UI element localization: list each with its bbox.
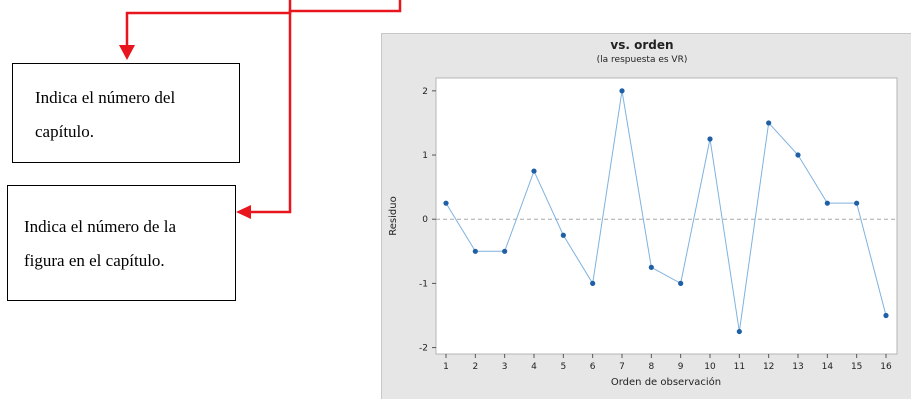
- plot-area: [435, 77, 898, 355]
- arrow-to-chapter-box: [125, 0, 292, 46]
- data-point: [560, 232, 566, 238]
- chapter-callout-text: Indica el número del capítulo.: [35, 88, 176, 141]
- data-point: [883, 312, 889, 319]
- chapter-number-callout: Indica el número del capítulo.: [12, 63, 240, 163]
- chart-title: vs. orden: [610, 38, 673, 52]
- x-tick-label: 7: [619, 362, 625, 372]
- data-point: [854, 200, 860, 206]
- arrow-to-figure-box: [250, 0, 402, 214]
- y-tick-label: 0: [422, 215, 428, 225]
- data-point: [590, 280, 596, 286]
- residual-series-line: [445, 90, 887, 332]
- data-point: [619, 88, 625, 94]
- x-tick-label: 14: [822, 362, 834, 372]
- x-tick-label: 2: [472, 362, 478, 372]
- data-point: [736, 328, 742, 335]
- y-axis: -2 -1 0 1 2: [419, 87, 436, 354]
- y-tick-label: 2: [422, 87, 428, 97]
- data-point: [766, 120, 772, 126]
- arrow-head-figure: [236, 205, 251, 219]
- data-point: [443, 200, 449, 206]
- x-tick-label: 6: [590, 362, 596, 372]
- y-axis-label: Residuo: [388, 196, 399, 235]
- y-tick-label: 1: [422, 151, 428, 161]
- figure-callout-text: Indica el número de la figura en el capí…: [24, 217, 176, 270]
- y-tick-label: -2: [419, 344, 428, 354]
- residual-markers: [443, 88, 889, 335]
- data-point: [795, 152, 801, 158]
- figure-number-callout: Indica el número de la figura en el capí…: [7, 185, 236, 301]
- x-tick-label: 4: [531, 362, 537, 372]
- x-tick-label: 12: [763, 362, 774, 372]
- x-tick-label: 13: [792, 362, 803, 372]
- x-axis: 1 2 3 4 5 6 7 8 9 10 11 12 13 14 15 16: [443, 354, 892, 372]
- x-tick-label: 16: [880, 362, 892, 372]
- data-point: [502, 248, 508, 254]
- chart-subtitle: (la respuesta es VR): [597, 55, 688, 65]
- x-axis-label: Orden de observación: [611, 376, 721, 388]
- data-point: [472, 248, 478, 254]
- x-tick-label: 11: [734, 362, 745, 372]
- data-point: [678, 280, 684, 286]
- data-point: [531, 168, 537, 174]
- x-tick-label: 8: [648, 362, 654, 372]
- x-tick-label: 9: [678, 362, 684, 372]
- x-tick-label: 5: [560, 362, 566, 372]
- x-tick-label: 15: [851, 362, 862, 372]
- x-tick-label: 10: [704, 362, 716, 372]
- data-point: [824, 200, 830, 206]
- y-tick-label: -1: [419, 279, 428, 289]
- arrow-head-chapter: [119, 45, 135, 60]
- x-tick-label: 1: [443, 362, 449, 372]
- data-point: [648, 264, 654, 270]
- data-point: [707, 136, 713, 142]
- x-tick-label: 3: [502, 362, 508, 372]
